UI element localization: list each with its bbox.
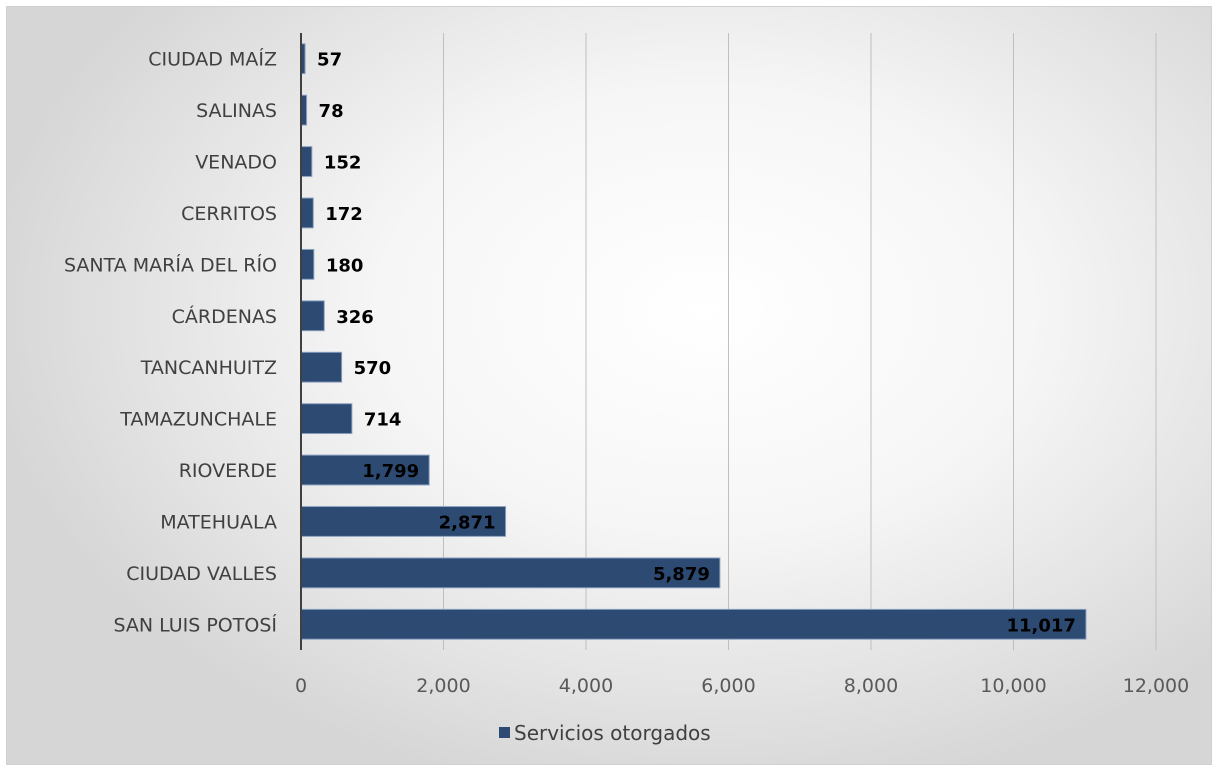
x-tick-label-0: 0 bbox=[295, 675, 307, 697]
bar-7 bbox=[300, 403, 353, 435]
category-label-6: TANCANHUITZ bbox=[140, 357, 277, 379]
data-label-7: 714 bbox=[364, 410, 402, 431]
data-label-4: 180 bbox=[326, 255, 364, 276]
category-label-9: MATEHUALA bbox=[160, 511, 277, 533]
bar-9 bbox=[300, 506, 507, 537]
legend-marker bbox=[499, 727, 510, 738]
category-label-2: VENADO bbox=[195, 152, 277, 174]
category-label-8: RIOVERDE bbox=[179, 460, 277, 482]
x-tick-label-5: 10,000 bbox=[980, 675, 1046, 697]
bar-8 bbox=[300, 454, 430, 486]
category-label-0: CIUDAD MAÍZ bbox=[148, 48, 277, 71]
bar-4 bbox=[300, 248, 315, 280]
bar-6 bbox=[300, 351, 343, 383]
data-label-2: 152 bbox=[324, 153, 362, 174]
bar-11 bbox=[300, 608, 1087, 640]
data-label-6: 570 bbox=[354, 358, 392, 379]
category-label-10: CIUDAD VALLES bbox=[126, 563, 277, 585]
x-tick-label-4: 8,000 bbox=[844, 675, 898, 697]
category-label-11: SAN LUIS POTOSÍ bbox=[113, 613, 277, 636]
legend-label: Servicios otorgados bbox=[514, 721, 711, 745]
category-label-4: SANTA MARÍA DEL RÍO bbox=[64, 253, 277, 276]
data-label-9: 2,871 bbox=[439, 512, 496, 533]
data-label-5: 326 bbox=[336, 307, 374, 328]
x-tick-label-6: 12,000 bbox=[1123, 675, 1189, 697]
data-label-0: 57 bbox=[317, 50, 342, 71]
x-tick-label-2: 4,000 bbox=[559, 675, 613, 697]
x-tick-label-3: 6,000 bbox=[701, 675, 755, 697]
bar-10 bbox=[300, 557, 721, 589]
category-label-1: SALINAS bbox=[196, 100, 277, 122]
x-tick-label-1: 2,000 bbox=[416, 675, 470, 697]
data-label-8: 1,799 bbox=[362, 461, 419, 482]
data-label-1: 78 bbox=[319, 101, 344, 122]
bar-5 bbox=[300, 300, 325, 332]
data-label-10: 5,879 bbox=[653, 564, 710, 585]
category-label-7: TAMAZUNCHALE bbox=[119, 409, 277, 431]
bar-3 bbox=[300, 197, 314, 229]
data-label-3: 172 bbox=[325, 204, 363, 225]
category-label-3: CERRITOS bbox=[181, 203, 277, 225]
bar-2 bbox=[300, 146, 313, 177]
category-label-5: CÁRDENAS bbox=[172, 305, 277, 328]
data-label-11: 11,017 bbox=[1006, 615, 1075, 636]
